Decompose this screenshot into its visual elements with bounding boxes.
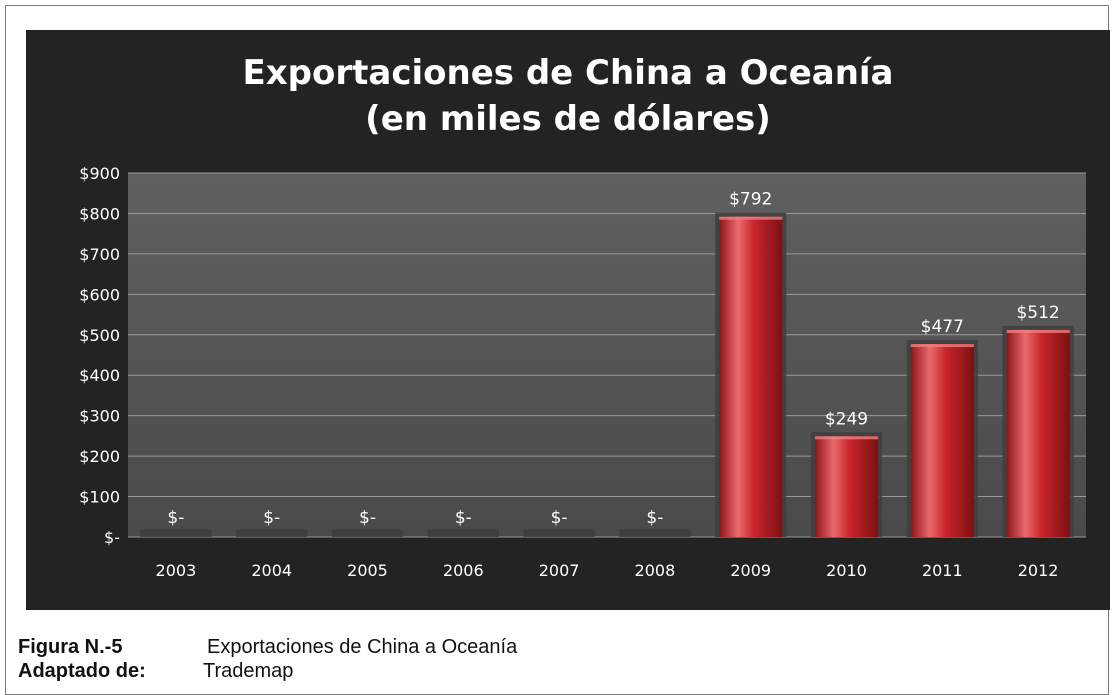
chart-title-line-2: (en miles de dólares) [365,99,771,139]
data-label: $- [167,508,184,528]
data-label: $- [359,508,376,528]
bar-shadow [331,529,404,537]
y-tick-label: $400 [79,366,120,385]
x-tick-label: 2009 [730,561,771,580]
y-tick-label: $600 [79,285,120,304]
figure-caption: Figura N.-5 Exportaciones de China a Ocea… [18,636,517,659]
data-label: $512 [1016,303,1059,323]
bar-top-highlight [910,344,974,348]
y-tick-label: $700 [79,245,120,264]
chart-title-line-1: Exportaciones de China a Oceanía [242,53,894,93]
x-tick-label: 2007 [539,561,580,580]
bar-2011 [910,344,974,537]
chart-title: Exportaciones de China a Oceanía (en mil… [26,50,1110,142]
source-text: Trademap [203,660,294,682]
bar-shadow [140,529,212,537]
y-tick-label: $300 [79,407,120,426]
y-tick-label: $500 [79,326,120,345]
y-tick-label: $- [104,528,120,547]
x-tick-label: 2010 [826,561,867,580]
chart-panel: Exportaciones de China a Oceanía (en mil… [26,30,1110,610]
bar-shadow [523,529,595,537]
x-tick-label: 2012 [1018,561,1059,580]
x-tick-label: 2008 [635,561,676,580]
bar-top-highlight [719,216,783,220]
source-label: Adaptado de: [18,660,146,682]
data-label: $249 [825,409,868,429]
data-label: $792 [729,190,772,210]
data-label: $- [646,508,663,528]
x-tick-label: 2004 [251,561,292,580]
bar-2012 [1006,329,1070,537]
bar-shadow [236,529,308,537]
y-tick-label: $100 [79,488,120,507]
data-label: $- [263,508,280,528]
y-tick-label: $800 [79,204,120,223]
x-tick-label: 2005 [347,561,388,580]
x-tick-label: 2006 [443,561,484,580]
data-label: $- [551,508,568,528]
bar-shadow [619,529,691,537]
bar-top-highlight [1006,329,1070,333]
bar-2009 [719,216,783,537]
source-caption: Adaptado de: Trademap [18,660,293,683]
x-tick-label: 2011 [922,561,963,580]
bar-chart: $- $100 $200 $300 $400 $500 $600 $700 $800 $900 $-… [79,164,1086,580]
data-label: $477 [921,317,964,337]
bar-2010 [814,436,879,537]
data-label: $- [455,508,472,528]
bar-top-highlight [814,436,879,440]
bar-shadow [427,529,499,537]
figure-label: Figura N.-5 [18,636,123,658]
figure-text: Exportaciones de China a Oceanía [207,636,518,658]
y-tick-label: $900 [79,164,120,183]
y-tick-label: $200 [79,447,120,466]
x-tick-label: 2003 [156,561,197,580]
